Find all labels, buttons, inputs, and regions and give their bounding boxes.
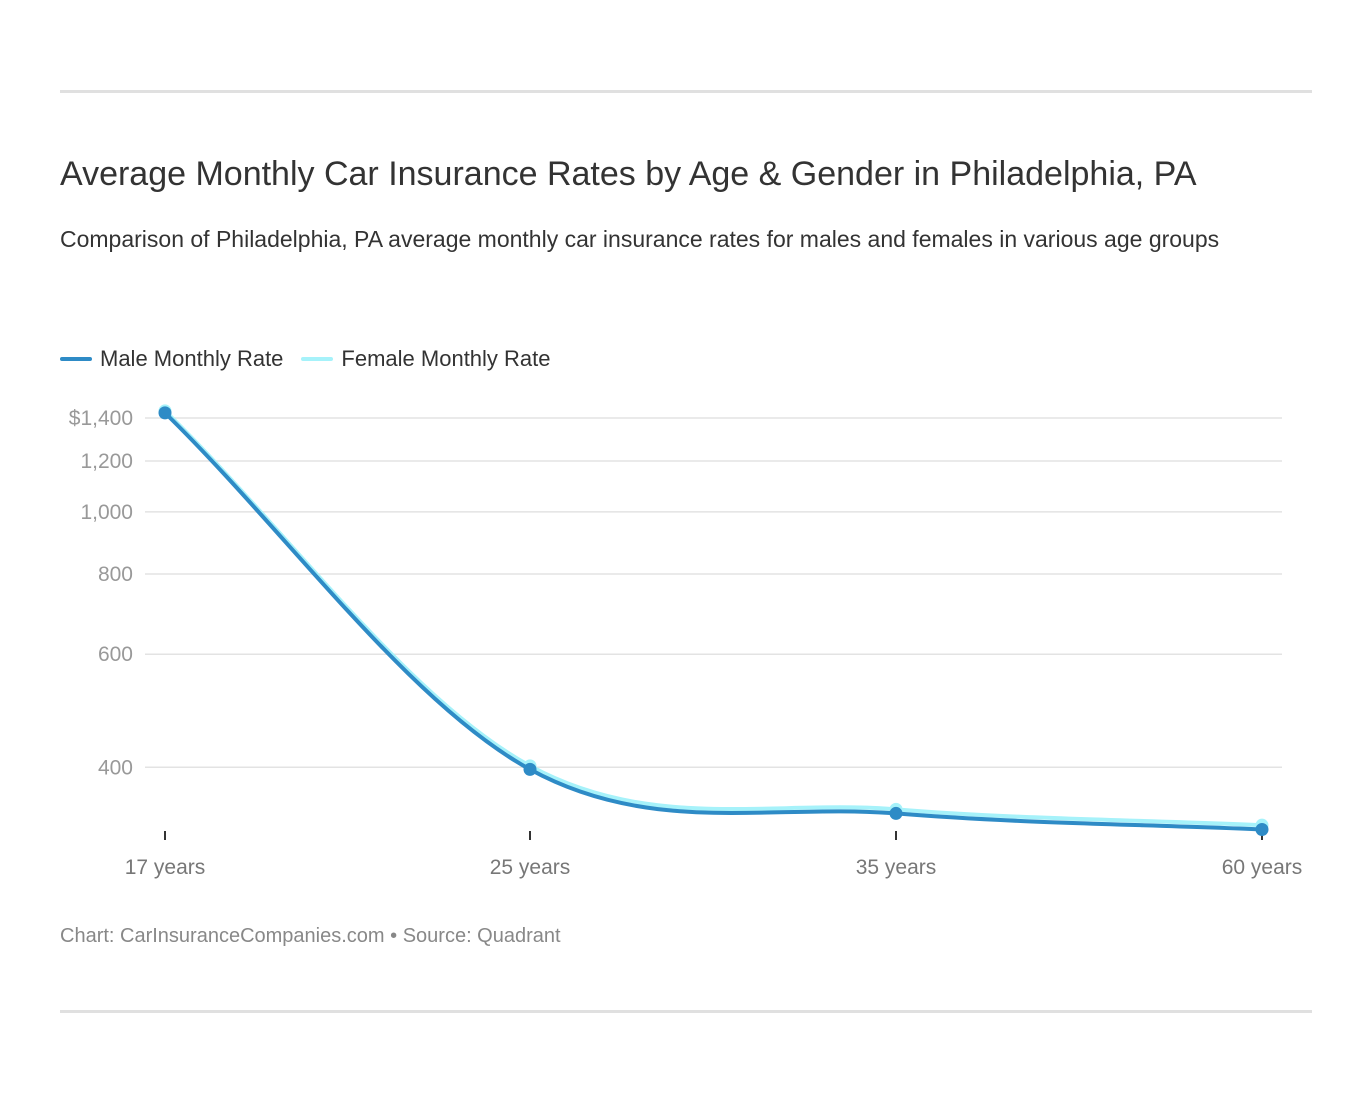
chart-subtitle: Comparison of Philadelphia, PA average m… (60, 226, 1220, 252)
legend: Male Monthly Rate Female Monthly Rate (60, 346, 551, 372)
data-point-male (158, 406, 172, 420)
y-tick-label: 600 (98, 643, 133, 666)
legend-swatch-female (301, 357, 334, 361)
series-line-female (163, 409, 1263, 828)
y-tick-label: 400 (98, 756, 133, 779)
x-tick-label: 60 years (1222, 856, 1303, 879)
data-point-male (523, 762, 537, 776)
x-tick-label: 35 years (856, 856, 937, 879)
legend-swatch-male (60, 357, 92, 361)
bottom-divider (60, 1010, 1312, 1013)
y-tick-label: 800 (98, 563, 133, 586)
top-divider (60, 90, 1312, 93)
x-tick-label: 17 years (125, 856, 206, 879)
y-tick-label: $1,400 (69, 407, 133, 430)
legend-label-male: Male Monthly Rate (100, 346, 284, 371)
chart-title: Average Monthly Car Insurance Rates by A… (60, 155, 1197, 193)
series-line-male (163, 411, 1263, 832)
legend-item-female[interactable]: Female Monthly Rate (301, 346, 551, 372)
legend-item-male[interactable]: Male Monthly Rate (60, 346, 283, 372)
x-tick-label: 25 years (490, 856, 571, 879)
y-tick-label: 1,200 (80, 450, 133, 473)
data-point-male (889, 806, 903, 820)
data-point-male (1255, 823, 1269, 837)
legend-label-female: Female Monthly Rate (341, 346, 551, 371)
y-tick-label: 1,000 (80, 501, 133, 524)
chart-footer: Chart: CarInsuranceCompanies.com • Sourc… (60, 925, 561, 947)
